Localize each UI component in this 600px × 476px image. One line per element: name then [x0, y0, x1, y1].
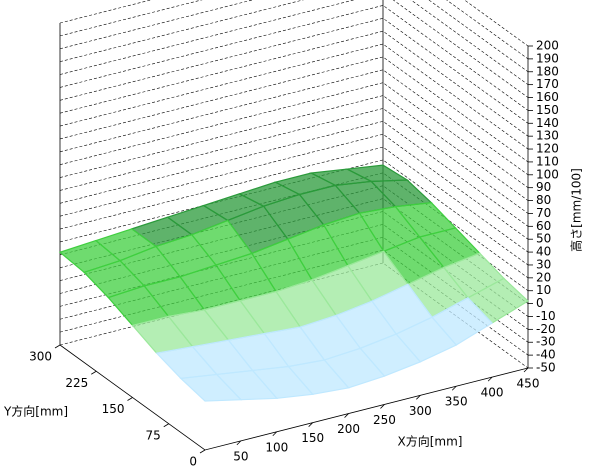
z-tick-label: 80 — [536, 193, 551, 207]
y-tick — [199, 449, 206, 454]
z-tick-label: -50 — [536, 361, 556, 375]
grid-line — [59, 146, 529, 253]
grid-line — [59, 0, 529, 85]
z-tick-label: -20 — [536, 322, 556, 336]
z-tick-label: 140 — [536, 116, 559, 130]
x-tick — [487, 376, 493, 382]
y-tick — [127, 397, 133, 401]
x-tick-label: 150 — [301, 431, 324, 445]
x-tick — [344, 413, 349, 418]
z-tick-label: -40 — [536, 348, 556, 362]
y-tick-label: 300 — [29, 350, 52, 364]
z-tick-label: 190 — [536, 51, 559, 65]
x-axis-label: X方向[mm] — [398, 434, 463, 449]
grid-line — [59, 133, 529, 240]
z-tick-label: 90 — [536, 180, 551, 194]
z-tick-label: 70 — [536, 206, 551, 220]
y-axis-label: Y方向[mm] — [3, 404, 68, 419]
z-tick-label: 20 — [536, 270, 551, 284]
y-tick — [91, 370, 97, 375]
grid-line — [59, 95, 529, 201]
y-tick — [163, 423, 169, 428]
grid-line — [59, 0, 529, 98]
z-tick-label: 110 — [536, 154, 559, 168]
z-tick-label: 10 — [536, 283, 551, 297]
surface-cell — [179, 373, 243, 402]
z-tick-label: 150 — [536, 103, 559, 117]
x-tick-label: 400 — [481, 386, 504, 400]
y-tick-label: 75 — [145, 428, 160, 442]
z-tick-label: 160 — [536, 90, 559, 104]
y-tick-label: 0 — [189, 455, 197, 469]
z-axis-label: 高さ[mm/100] — [569, 168, 584, 252]
grid-line — [59, 56, 529, 163]
grid-line — [59, 120, 529, 227]
z-tick-label: -30 — [536, 335, 556, 349]
z-tick-label: 120 — [536, 142, 559, 156]
grid-line — [59, 5, 529, 111]
grid-line — [59, 0, 529, 73]
x-tick — [272, 431, 278, 437]
x-tick-label: 50 — [233, 449, 248, 463]
x-tick — [236, 440, 242, 446]
grid-line — [59, 159, 529, 266]
z-tick-label: 170 — [536, 77, 559, 91]
y-tick — [54, 344, 61, 349]
x-tick-label: 450 — [517, 377, 540, 391]
x-tick-label: 100 — [265, 440, 288, 454]
grid-line — [59, 108, 529, 214]
z-tick-label: 200 — [536, 39, 559, 53]
grid-line — [59, 69, 529, 176]
grid-line — [59, 0, 529, 47]
z-tick-label: 40 — [536, 245, 551, 259]
z-tick-label: 60 — [536, 219, 551, 233]
grid-line — [59, 30, 529, 137]
grid-line — [59, 82, 529, 188]
x-tick-label: 300 — [409, 404, 432, 418]
x-tick — [380, 404, 385, 409]
x-tick-label: 350 — [445, 395, 468, 409]
z-tick-label: 30 — [536, 257, 551, 271]
x-tick — [451, 385, 457, 391]
y-tick-label: 150 — [102, 402, 125, 416]
z-tick-label: 130 — [536, 129, 559, 143]
z-tick-label: 180 — [536, 64, 559, 78]
z-tick-label: 0 — [536, 296, 544, 310]
grid-line — [59, 43, 529, 150]
z-tick-label: 50 — [536, 232, 551, 246]
z-tick-label: 100 — [536, 167, 559, 181]
grid-line — [59, 17, 529, 124]
x-tick — [523, 367, 529, 373]
y-tick-label: 225 — [65, 376, 88, 390]
x-tick-label: 250 — [373, 413, 396, 427]
x-tick — [416, 395, 421, 400]
x-tick-label: 200 — [337, 422, 360, 436]
grid-line — [59, 0, 529, 60]
x-tick — [308, 422, 313, 427]
z-tick-label: -10 — [536, 309, 556, 323]
